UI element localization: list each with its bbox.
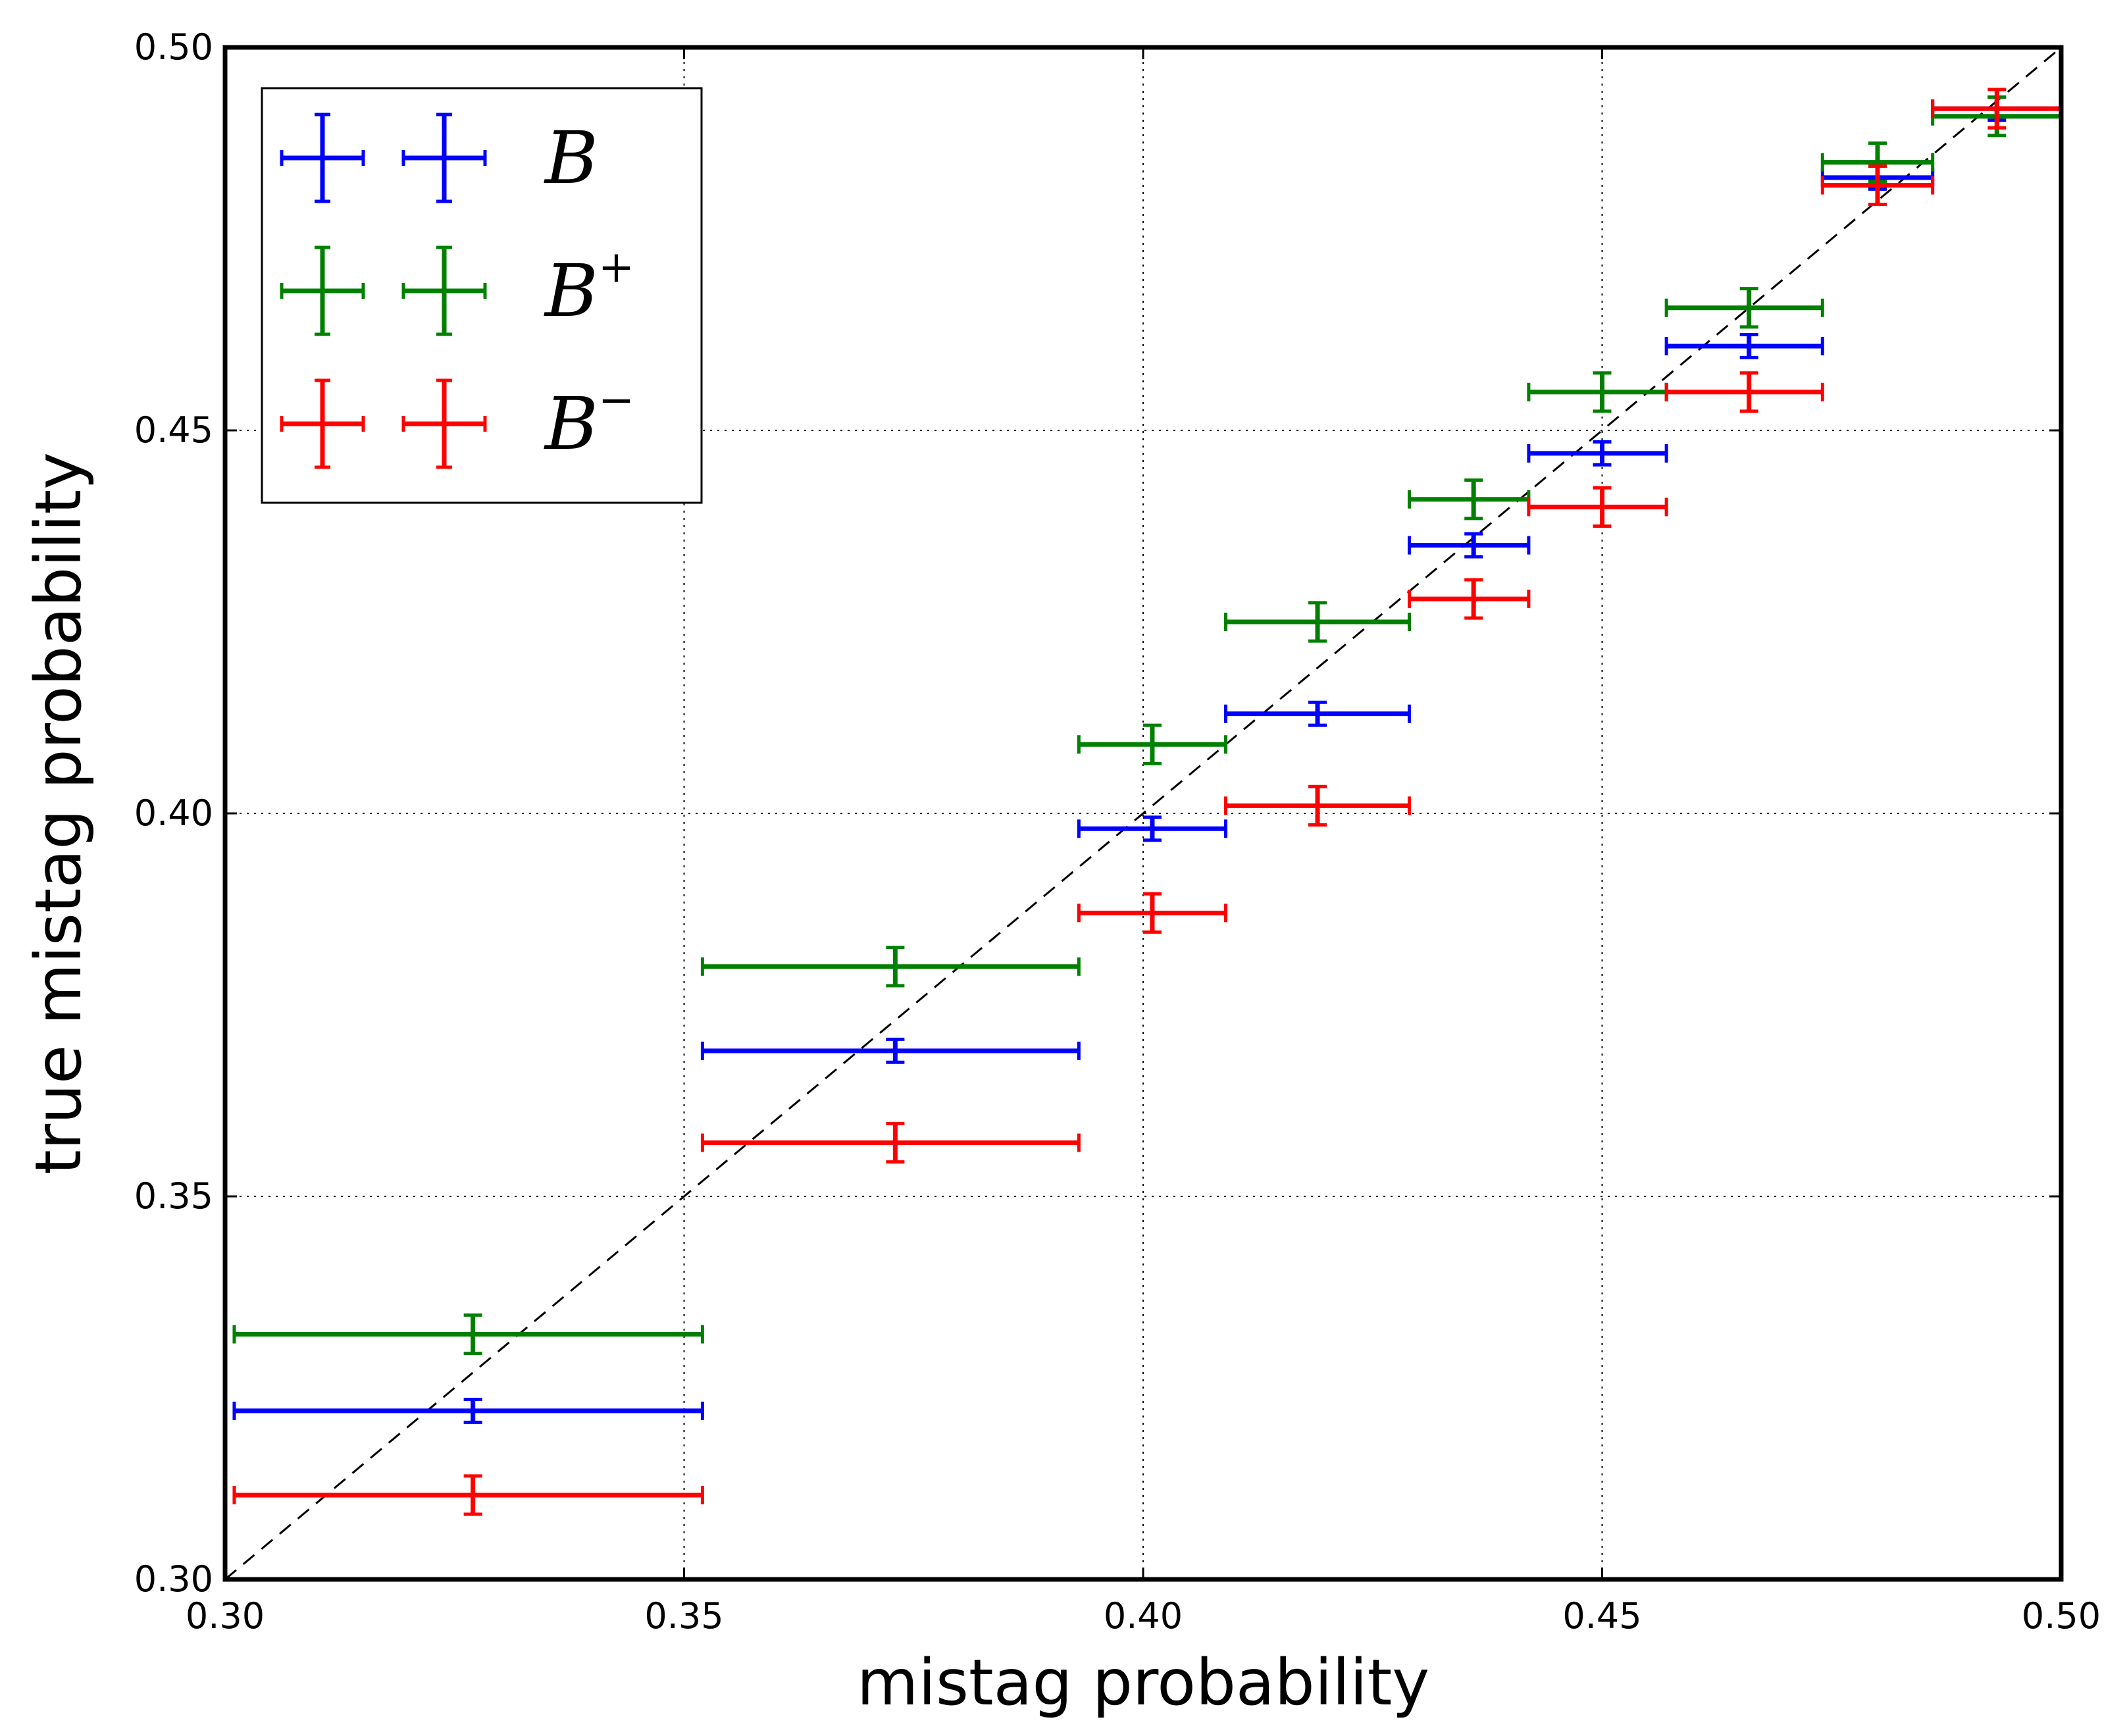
y-tick-label: 0.30 [134, 1558, 213, 1600]
error-bar-point [700, 946, 1081, 988]
error-bar-point [232, 1474, 704, 1516]
legend-entry: B [280, 113, 598, 203]
y-tick-label: 0.35 [134, 1175, 213, 1217]
error-bar-point [1664, 333, 1824, 359]
y-axis-label: true mistag probability [22, 452, 95, 1175]
x-axis-ticks: 0.30 0.35 0.40 0.45 0.50 [186, 47, 2101, 1637]
error-bar-point [1931, 88, 2063, 130]
series-Bminus [232, 88, 2063, 1516]
legend: BB+B− [261, 87, 703, 504]
error-bar-point [1224, 700, 1412, 727]
error-bar-point [700, 1121, 1081, 1164]
error-bar-point [1077, 892, 1228, 934]
error-bar-point [232, 1313, 704, 1356]
error-bar-point [1820, 164, 1935, 207]
error-bar-point [1527, 440, 1668, 467]
error-bar-point [1077, 815, 1228, 842]
legend-marker [401, 245, 487, 336]
x-tick-label: 0.50 [2022, 1595, 2101, 1637]
error-bar-point [1408, 578, 1531, 620]
legend-box [261, 87, 703, 504]
diagonal-dashed-line [224, 46, 2062, 1581]
error-bar-point [1664, 287, 1824, 329]
y-tick-label: 0.50 [134, 26, 213, 68]
legend-marker [401, 113, 487, 203]
diagonal-reference-line [224, 46, 2062, 1581]
error-bar-series [232, 88, 2063, 1516]
legend-label: B [544, 116, 598, 200]
error-bar-point [1527, 486, 1668, 528]
error-bar-point [1077, 723, 1228, 765]
y-tick-label: 0.40 [134, 792, 213, 834]
error-bar-point [700, 1037, 1081, 1064]
series-Bplus [232, 95, 2063, 1356]
x-tick-label: 0.30 [186, 1595, 265, 1637]
legend-marker [280, 245, 365, 336]
error-bar-point [232, 1397, 704, 1424]
legend-entry: B+ [280, 242, 634, 336]
legend-label-superscript: − [598, 374, 634, 425]
x-axis-label: mistag probability [857, 1646, 1429, 1720]
error-bar-point [1408, 478, 1531, 521]
error-bar-point [1664, 371, 1824, 413]
error-bar-point [1408, 532, 1531, 559]
legend-label-superscript: + [598, 242, 634, 292]
y-axis-ticks: 0.30 0.35 0.40 0.45 0.50 [134, 26, 2061, 1600]
legend-marker [280, 378, 365, 469]
x-tick-label: 0.40 [1104, 1595, 1183, 1637]
legend-marker [280, 113, 365, 203]
legend-marker [401, 378, 487, 469]
x-tick-label: 0.35 [644, 1595, 723, 1637]
y-tick-label: 0.45 [134, 409, 213, 451]
x-tick-label: 0.45 [1562, 1595, 1641, 1637]
error-bar-point [1224, 784, 1412, 827]
error-bar-point [1224, 601, 1412, 643]
